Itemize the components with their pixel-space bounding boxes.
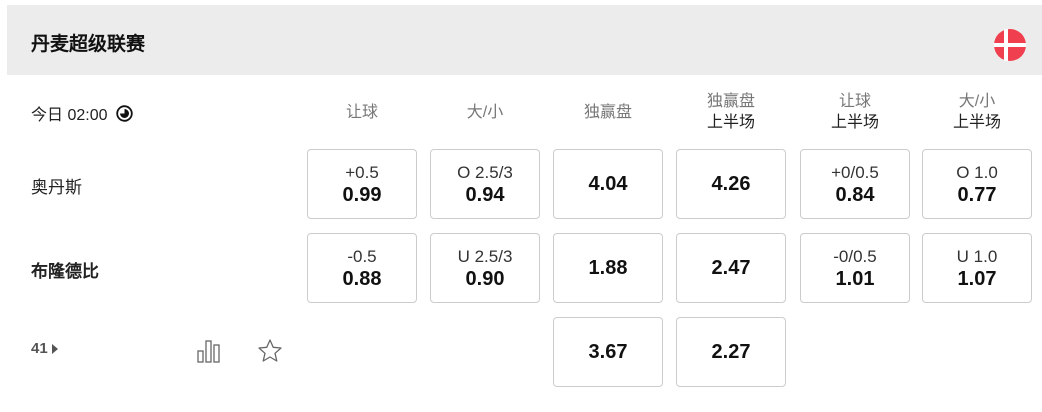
odds-button[interactable]: +0.5 0.99	[307, 149, 417, 219]
odds-button[interactable]: 4.26	[676, 149, 786, 219]
odds-button[interactable]: 3.67	[553, 317, 663, 387]
market-count: 41	[31, 340, 48, 357]
odds-button[interactable]: 2.47	[676, 233, 786, 303]
odds-value: 0.84	[835, 183, 875, 206]
column-label: 大/小	[466, 103, 504, 121]
team-name: 布隆德比	[31, 262, 99, 281]
odds-button[interactable]: O 2.5/3 0.94	[430, 149, 540, 219]
odds-button[interactable]: U 2.5/3 0.90	[430, 233, 540, 303]
more-markets-link[interactable]: 41	[31, 340, 58, 357]
odds-value: 1.88	[588, 257, 628, 279]
odds-value: 0.99	[342, 183, 382, 206]
favorite-star-icon[interactable]	[257, 338, 283, 364]
odds-line: -0.5	[347, 246, 377, 266]
column-sublabel: 上半场	[952, 114, 1001, 131]
match-time-text: 今日 02:00	[31, 107, 108, 124]
odds-value: 0.77	[957, 183, 997, 206]
column-header: 让球	[307, 90, 417, 134]
team-name: 奥丹斯	[31, 178, 82, 197]
clock-icon	[115, 104, 133, 122]
column-sublabel: 上半场	[830, 114, 879, 131]
odds-value: 0.88	[342, 267, 382, 290]
odds-button[interactable]: 2.27	[676, 317, 786, 387]
column-label: 让球	[345, 103, 378, 121]
odds-value: 3.67	[588, 341, 628, 363]
odds-button[interactable]: 1.88	[553, 233, 663, 303]
odds-line: +0/0.5	[831, 162, 879, 182]
odds-value: 4.26	[711, 173, 751, 195]
odds-button[interactable]: 4.04	[553, 149, 663, 219]
odds-button[interactable]: -0.5 0.88	[307, 233, 417, 303]
odds-value: 2.47	[711, 257, 751, 279]
column-header: 大/小上半场	[922, 90, 1032, 134]
odds-value: 1.07	[957, 267, 997, 290]
odds-value: 0.94	[465, 183, 505, 206]
odds-line: U 1.0	[956, 246, 998, 266]
column-header: 大/小	[430, 90, 540, 134]
odds-line: -0/0.5	[833, 246, 877, 266]
league-title: 丹麦超级联赛	[31, 34, 146, 55]
column-label: 独赢盘	[583, 103, 632, 121]
match-time: 今日 02:00	[31, 101, 133, 125]
column-label: 大/小	[958, 93, 996, 110]
denmark-flag-icon	[994, 29, 1026, 61]
odds-value: 2.27	[711, 341, 751, 363]
odds-line: +0.5	[345, 162, 379, 182]
odds-button[interactable]: -0/0.5 1.01	[800, 233, 910, 303]
column-header: 让球 上半场	[800, 90, 910, 134]
caret-right-icon	[51, 343, 58, 354]
odds-line: O 2.5/3	[457, 162, 513, 182]
column-header: 独赢盘	[553, 90, 663, 134]
column-label: 让球	[838, 93, 871, 110]
odds-value: 0.90	[465, 267, 505, 290]
odds-value: 4.04	[588, 173, 628, 195]
league-header: 丹麦超级联赛	[7, 5, 1042, 75]
stats-chart-icon[interactable]	[197, 338, 223, 364]
column-header: 独赢盘 上半场	[676, 90, 786, 134]
odds-line: O 1.0	[956, 162, 998, 182]
odds-value: 1.01	[835, 267, 875, 290]
odds-button[interactable]: +0/0.5 0.84	[800, 149, 910, 219]
odds-button[interactable]: U 1.0 1.07	[922, 233, 1032, 303]
column-sublabel: 上半场	[706, 114, 755, 131]
odds-button[interactable]: O 1.0 0.77	[922, 149, 1032, 219]
odds-line: U 2.5/3	[457, 246, 513, 266]
column-label: 独赢盘	[706, 93, 755, 110]
